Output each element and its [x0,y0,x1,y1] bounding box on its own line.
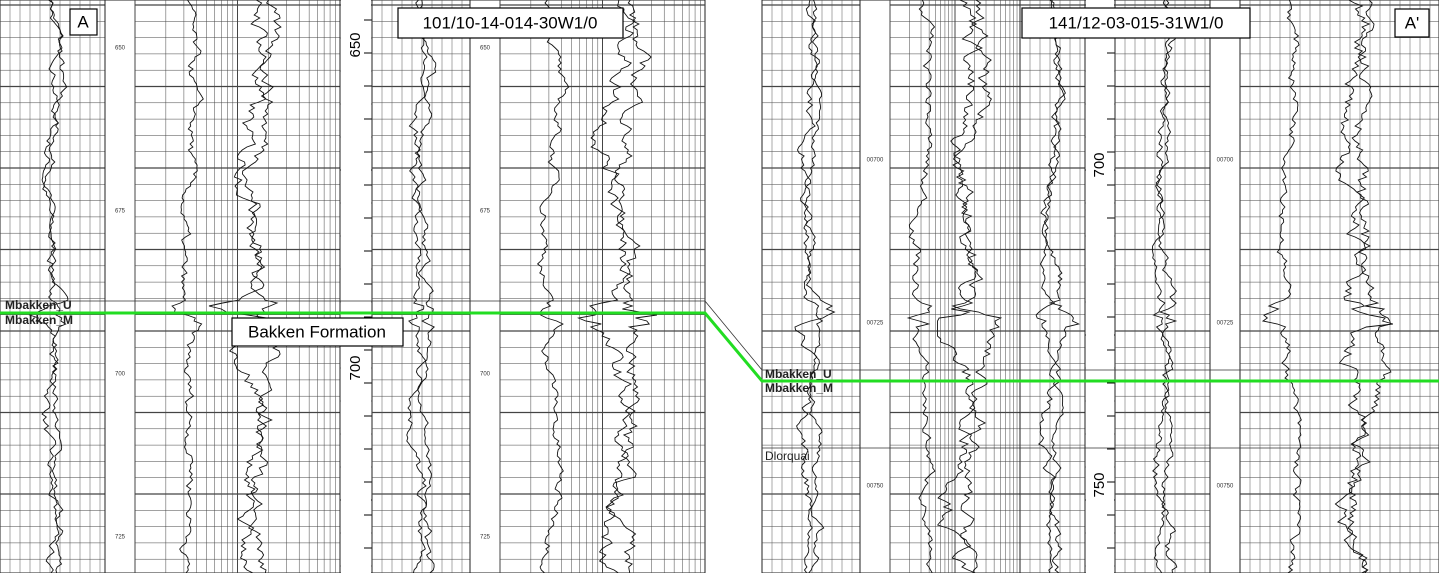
track-depth: 00725 [1217,321,1234,327]
track-depth: 675 [115,209,126,215]
formation-label: Bakken Formation [248,322,386,341]
track-depth: 725 [115,535,126,541]
marker-label: Mbakken_U [765,367,832,381]
marker-label: Dlorquai [765,449,810,463]
depth-label: 700 [1091,152,1108,177]
end-label: A' [1405,13,1420,32]
track-depth: 650 [115,46,126,52]
track-depth: 725 [480,535,491,541]
track [105,0,135,573]
track-depth: 650 [480,46,491,52]
track-depth: 700 [115,372,126,378]
well-id: 101/10-14-014-30W1/0 [423,13,598,32]
cross-section: A 101/10-14-014-30W1/0 Bakken Formation … [0,0,1439,573]
track-depth: 00750 [867,484,884,490]
well-id: 141/12-03-015-31W1/0 [1049,13,1224,32]
track-depth: 00750 [1217,484,1234,490]
depth-label: 700 [347,355,364,380]
track [470,0,500,573]
depth-label: 750 [1091,472,1108,497]
end-label: A [77,12,89,31]
track-depth: 00700 [1217,158,1234,164]
track-depth: 700 [480,372,491,378]
marker-label: Mbakken_M [5,313,73,327]
marker-label: Mbakken_M [765,381,833,395]
track-depth: 675 [480,209,491,215]
marker-label: Mbakken_U [5,298,72,312]
track-depth: 00725 [867,321,884,327]
track-depth: 00700 [867,158,884,164]
depth-label: 650 [347,32,364,57]
